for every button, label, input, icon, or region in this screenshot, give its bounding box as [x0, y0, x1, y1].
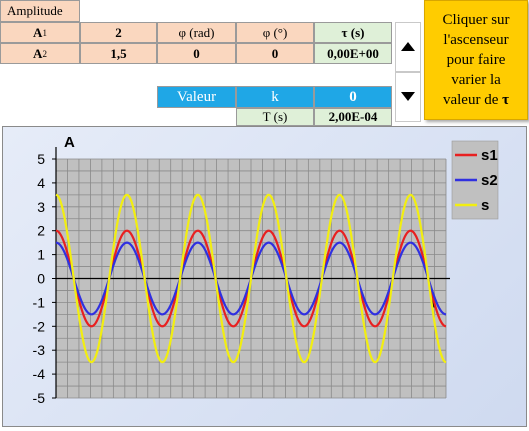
k-value[interactable]: 0	[314, 86, 392, 108]
y-tick-label: 2	[37, 223, 45, 239]
valeur-label: Valeur	[157, 86, 236, 108]
hint-tau-symbol: τ	[502, 92, 510, 108]
legend-label-s1: s1	[481, 147, 498, 164]
a2-label-sub: 2	[42, 48, 47, 59]
amplitude-header: Amplitude	[0, 0, 80, 22]
series-line-s	[55, 193, 447, 364]
y-tick-label: -5	[33, 390, 46, 406]
y-axis-label: A	[64, 134, 75, 151]
y-tick-label: -3	[33, 342, 46, 358]
scroll-up-button[interactable]	[395, 22, 421, 72]
scroll-down-button[interactable]	[395, 72, 421, 122]
tau-header: τ (s)	[314, 22, 392, 43]
y-tick-label: 1	[37, 247, 45, 263]
hint-tooltip: Cliquer sur l'ascenseur pour faire varie…	[424, 0, 528, 120]
k-label: k	[236, 86, 314, 108]
a1-amplitude[interactable]: 2	[80, 22, 157, 43]
phi-rad-header: φ (rad)	[157, 22, 236, 43]
a2-amplitude[interactable]: 1,5	[80, 43, 157, 64]
y-tick-label: -2	[33, 318, 46, 334]
hint-text: Cliquer sur l'ascenseur pour faire varie…	[431, 10, 521, 110]
period-value: 2,00E-04	[314, 108, 392, 126]
y-tick-label: -4	[33, 366, 46, 382]
legend-label-s2: s2	[481, 172, 498, 189]
triangle-up-icon	[401, 38, 415, 56]
y-tick-label: 3	[37, 199, 45, 215]
phi-deg-value[interactable]: 0	[236, 43, 314, 64]
tau-value[interactable]: 0,00E+00	[314, 43, 392, 64]
y-tick-label: 5	[37, 151, 45, 167]
hint-text-main: Cliquer sur l'ascenseur pour faire varie…	[442, 12, 510, 108]
phi-deg-header: φ (°)	[236, 22, 314, 43]
legend-label-s: s	[481, 197, 489, 214]
triangle-down-icon	[401, 88, 415, 106]
y-tick-label: 0	[37, 271, 45, 287]
a1-label-text: A	[33, 24, 43, 40]
y-tick-label: -1	[33, 294, 46, 310]
period-label: T (s)	[236, 108, 314, 126]
y-tick-label: 4	[37, 175, 45, 191]
a2-label-text: A	[33, 45, 43, 61]
a1-label-sub: 1	[42, 27, 47, 38]
phi-rad-value[interactable]: 0	[157, 43, 236, 64]
